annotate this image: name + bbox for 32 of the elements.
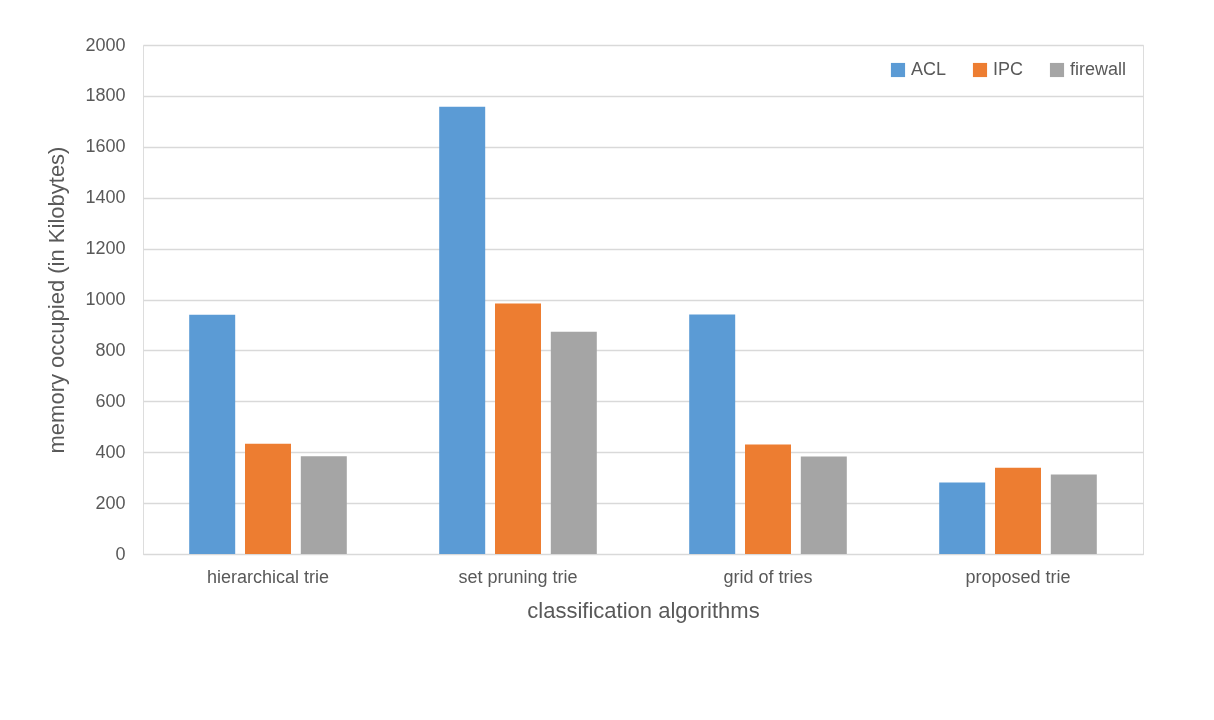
bar (745, 444, 791, 554)
y-tick-label: 1400 (85, 187, 126, 208)
y-tick-label: 800 (95, 339, 126, 360)
legend-label: firewall (1070, 59, 1127, 79)
bar (439, 106, 486, 554)
y-tick-label: 2000 (85, 34, 126, 55)
bar (995, 467, 1041, 554)
bar (689, 314, 736, 554)
bar (245, 443, 291, 554)
y-tick-label: 200 (95, 492, 126, 513)
y-tick-label: 1200 (85, 238, 126, 259)
y-tick-label: 600 (95, 390, 126, 411)
y-tick-label: 1600 (85, 136, 126, 157)
bar (189, 314, 236, 554)
x-axis-title: classification algorithms (527, 597, 760, 623)
x-tick-label: set pruning trie (458, 566, 578, 587)
y-axis-title: memory occupied (in Kilobytes) (44, 146, 70, 454)
bar (495, 303, 541, 554)
y-tick-label: 1000 (85, 289, 126, 309)
bar (800, 456, 847, 554)
x-tick-label: grid of tries (723, 566, 813, 587)
x-tick-label: proposed trie (965, 566, 1071, 587)
y-tick-label: 0 (115, 543, 126, 564)
bar (1050, 474, 1097, 554)
legend-label: ACL (911, 59, 947, 79)
bar (939, 482, 986, 554)
bar (550, 331, 597, 554)
y-tick-label: 400 (95, 441, 126, 462)
x-tick-label: hierarchical trie (206, 566, 330, 587)
bar (300, 456, 347, 554)
y-tick-label: 1800 (85, 85, 126, 106)
legend-label: IPC (993, 59, 1024, 79)
